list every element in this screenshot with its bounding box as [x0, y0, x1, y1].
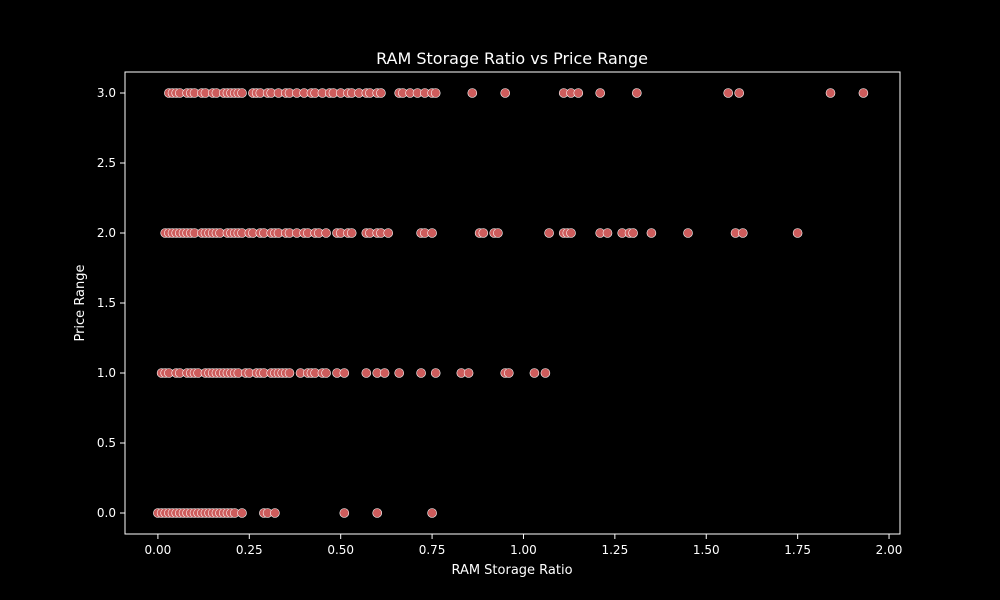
scatter-point [602, 228, 613, 238]
scatter-point [566, 228, 576, 238]
y-tick-label: 0.0 [97, 506, 116, 520]
x-tick-label: 1.75 [784, 543, 811, 557]
scatter-point [430, 368, 441, 378]
scatter-point [339, 368, 350, 378]
scatter-point [631, 88, 642, 98]
scatter-point [646, 228, 657, 238]
scatter-point [467, 88, 478, 98]
scatter-point [270, 508, 280, 518]
scatter-point [825, 88, 836, 98]
scatter-point [858, 88, 869, 98]
scatter-point [237, 88, 247, 98]
scatter-point [628, 228, 638, 238]
scatter-point [376, 88, 386, 98]
scatter-point [372, 508, 383, 518]
scatter-point [503, 368, 514, 378]
scatter-point [416, 368, 426, 378]
data-points [153, 88, 869, 518]
scatter-point [284, 368, 295, 378]
scatter-point [237, 508, 247, 518]
y-tick-label: 1.5 [97, 296, 116, 310]
x-axis-ticks: 0.00 0.25 0.50 0.75 1.00 1.25 1.50 1.75 2.00 [145, 534, 903, 557]
scatter-point [361, 368, 372, 378]
y-tick-label: 2.0 [97, 226, 116, 240]
scatter-point [540, 368, 551, 378]
x-tick-label: 1.25 [601, 543, 628, 557]
x-tick-label: 0.75 [419, 543, 446, 557]
scatter-point [463, 368, 474, 378]
scatter-point [734, 88, 745, 98]
scatter-point [346, 228, 357, 238]
scatter-point [427, 228, 437, 238]
scatter-point [430, 88, 441, 98]
scatter-point [321, 228, 331, 238]
scatter-point [723, 88, 734, 98]
y-tick-label: 2.5 [97, 156, 116, 170]
scatter-point [529, 368, 540, 378]
plot-frame [124, 71, 901, 535]
scatter-point [493, 228, 503, 238]
scatter-point [737, 228, 748, 238]
x-tick-label: 0.25 [236, 543, 263, 557]
scatter-point [500, 88, 511, 98]
scatter-point [544, 228, 554, 238]
scatter-point [379, 368, 390, 378]
x-tick-label: 0.50 [327, 543, 354, 557]
scatter-point [427, 508, 437, 518]
scatter-point [792, 228, 803, 238]
scatter-point [383, 228, 394, 238]
y-tick-label: 1.0 [97, 366, 116, 380]
x-tick-label: 0.00 [145, 543, 172, 557]
scatter-point [339, 508, 350, 518]
y-tick-label: 0.5 [97, 436, 116, 450]
x-tick-label: 2.00 [876, 543, 903, 557]
x-axis-label: RAM Storage Ratio [451, 563, 572, 578]
scatter-point [478, 228, 489, 238]
scatter-point [573, 88, 584, 98]
x-tick-label: 1.50 [693, 543, 720, 557]
y-axis-ticks: 0.0 0.5 1.0 1.5 2.0 2.5 3.0 [97, 86, 125, 520]
y-axis-label: Price Range [73, 264, 88, 341]
scatter-point [321, 368, 331, 378]
scatter-point [683, 228, 693, 238]
chart-title: RAM Storage Ratio vs Price Range [376, 49, 648, 68]
scatter-point [394, 368, 405, 378]
scatter-point [595, 88, 606, 98]
y-tick-label: 3.0 [97, 86, 116, 100]
x-tick-label: 1.00 [510, 543, 537, 557]
